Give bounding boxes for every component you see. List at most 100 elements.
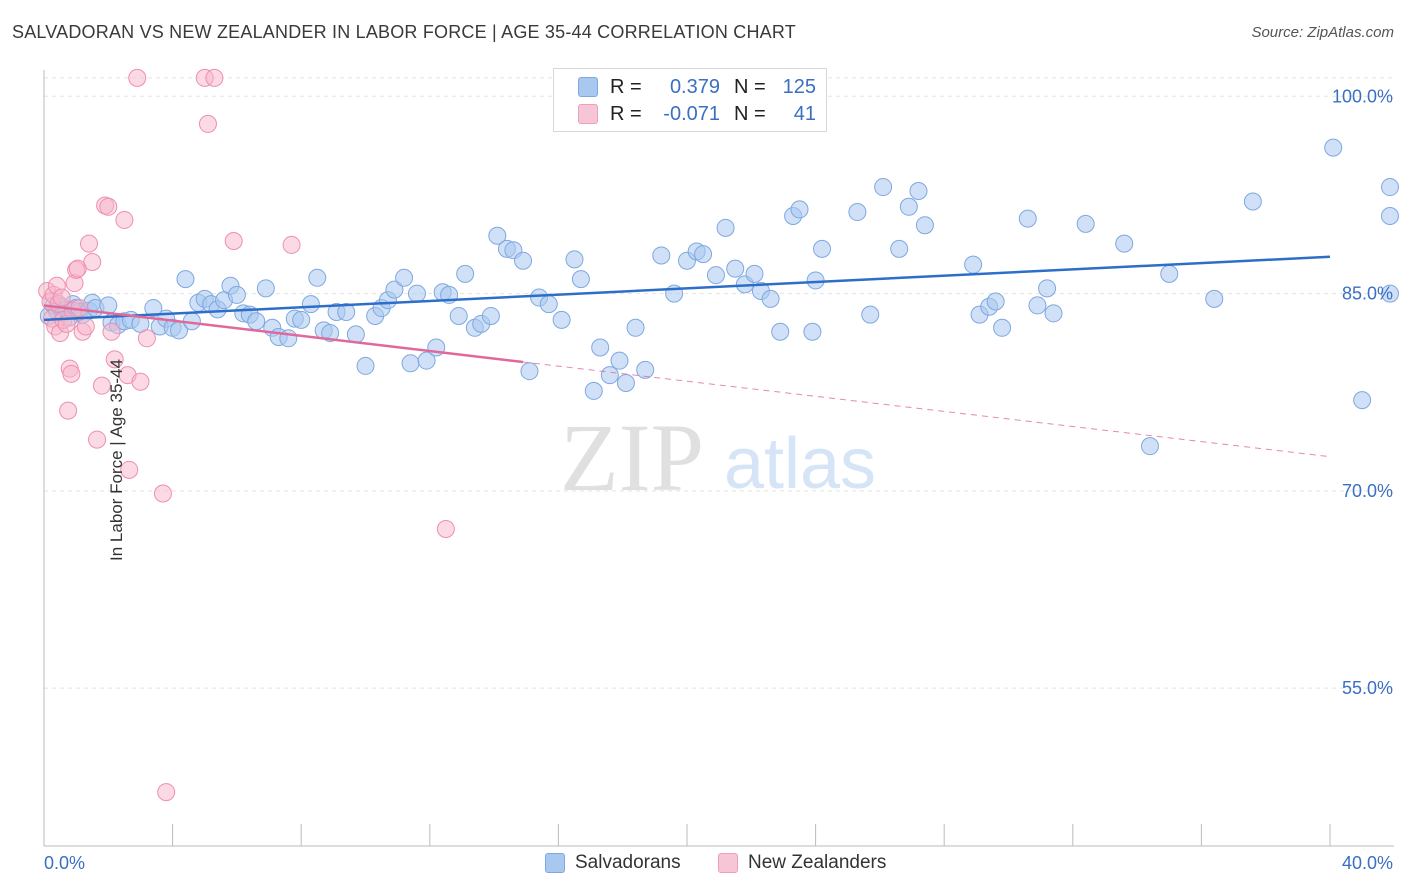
salvadoran-point	[600, 366, 619, 385]
salvadoran-point	[1044, 304, 1063, 323]
salvadoran-point	[520, 362, 539, 381]
new-zealander-point	[80, 234, 99, 253]
new-zealander-point	[436, 520, 455, 539]
salvadoran-point	[449, 306, 468, 325]
salvadoran-point	[986, 292, 1005, 311]
legend-row-salvadorans: R = 0.379 N = 125	[578, 74, 816, 100]
salvadoran-point	[395, 268, 414, 287]
legend-r-label: R =	[610, 75, 642, 98]
new-zealander-point	[131, 372, 150, 391]
new-zealander-point	[120, 460, 139, 479]
y-axis-label: In Labor Force | Age 35-44	[106, 359, 126, 561]
new-zealander-point	[282, 235, 301, 254]
salvadoran-point	[790, 200, 809, 219]
salvadoran-point	[915, 216, 934, 235]
salvadoran-point	[813, 239, 832, 258]
salvadoran-point	[610, 351, 629, 370]
salvadoran-point	[909, 182, 928, 201]
salvadoran-point	[899, 197, 918, 216]
salvadoran-point	[745, 264, 764, 283]
new-zealander-point	[76, 317, 95, 336]
grid-lines	[44, 77, 1394, 689]
salvadoran-point	[761, 289, 780, 308]
salvadoran-point	[626, 318, 645, 337]
salvadoran-point	[256, 279, 275, 298]
new-zealander-point	[105, 350, 124, 369]
new-zealander-point	[92, 376, 111, 395]
legend-row-new-zealanders: R = -0.071 N = 41	[578, 101, 816, 127]
salvadoran-point	[565, 250, 584, 269]
salvadorans-points	[39, 138, 1399, 456]
new-zealander-point	[137, 329, 156, 348]
salvadoran-point	[1353, 391, 1372, 410]
salvadoran-point	[803, 322, 822, 341]
new-zealander-point	[59, 401, 78, 420]
salvadoran-point	[1205, 289, 1224, 308]
legend-r-value: 0.379	[669, 75, 720, 98]
y-tick-label: 100.0%	[1332, 86, 1393, 106]
new-zealander-point	[52, 288, 71, 307]
salvadoran-point	[1381, 206, 1399, 225]
legend-r-value: -0.071	[663, 102, 720, 125]
salvadoran-point	[144, 299, 163, 318]
axes	[43, 70, 1394, 847]
new-zealanders-trend-extension	[522, 361, 1331, 458]
salvadoran-point	[771, 322, 790, 341]
source-label: Source: ZipAtlas.com	[1251, 24, 1394, 41]
series-legend-label: New Zealanders	[748, 852, 887, 873]
salvadoran-point	[456, 264, 475, 283]
salvadoran-point	[407, 284, 426, 303]
salvadoran-point	[1381, 284, 1399, 303]
salvadoran-point	[1140, 437, 1159, 456]
legend-swatch-blue	[578, 77, 598, 97]
new-zealander-point	[205, 68, 224, 87]
salvadoran-point	[227, 285, 246, 304]
salvadoran-point	[356, 356, 375, 375]
salvadoran-point	[417, 351, 436, 370]
salvadoran-point	[308, 268, 327, 287]
y-tick-label: 55.0%	[1342, 678, 1393, 698]
salvadoran-point	[321, 324, 340, 343]
salvadoran-point	[401, 354, 420, 373]
salvadoran-point	[636, 360, 655, 379]
salvadoran-point	[1243, 192, 1262, 211]
salvadoran-point	[1028, 296, 1047, 315]
legend-n-value: 125	[782, 75, 816, 98]
series-legend-new-zealanders[interactable]: New Zealanders	[718, 852, 886, 874]
salvadoran-point	[1038, 279, 1057, 298]
salvadoran-point	[993, 318, 1012, 337]
new-zealander-point	[99, 197, 118, 216]
salvadoran-point	[861, 305, 880, 324]
legend-r-label: R =	[610, 102, 642, 125]
salvadoran-point	[806, 271, 825, 290]
trend-lines	[43, 255, 1331, 458]
new-zealander-point	[224, 231, 243, 250]
watermark-atlas: atlas	[724, 424, 876, 504]
new-zealander-point	[102, 322, 121, 341]
salvadoran-point	[176, 270, 195, 289]
new-zealanders-trend-line	[43, 304, 524, 364]
x-tick-label: 40.0%	[1342, 853, 1393, 873]
new-zealander-point	[83, 253, 102, 272]
legend-n-value: 41	[793, 102, 816, 125]
salvadoran-point	[1018, 209, 1037, 228]
salvadoran-point	[616, 374, 635, 393]
series-legend-salvadorans[interactable]: Salvadorans	[545, 852, 681, 874]
salvadoran-point	[292, 310, 311, 329]
salvadoran-point	[571, 270, 590, 289]
salvadoran-point	[584, 381, 603, 400]
salvadoran-point	[1324, 138, 1343, 157]
series-legend: Salvadorans New Zealanders	[0, 852, 1406, 878]
new-zealander-point	[88, 430, 107, 449]
series-swatch-pink	[718, 853, 738, 873]
salvadoran-point	[488, 226, 507, 245]
legend-n-label: N =	[734, 102, 766, 125]
tick-labels: 55.0% 70.0% 85.0% 100.0% 0.0% 40.0%	[44, 86, 1393, 873]
watermark: ZIP atlas	[560, 404, 876, 511]
legend-n-label: N =	[734, 75, 766, 98]
new-zealander-point	[157, 783, 176, 802]
correlation-legend: R = 0.379 N = 125 R = -0.071 N = 41	[553, 68, 827, 132]
chart-title: SALVADORAN VS NEW ZEALANDER IN LABOR FOR…	[12, 22, 796, 42]
salvadoran-point	[337, 303, 356, 322]
salvadorans-trend-line	[43, 255, 1331, 322]
